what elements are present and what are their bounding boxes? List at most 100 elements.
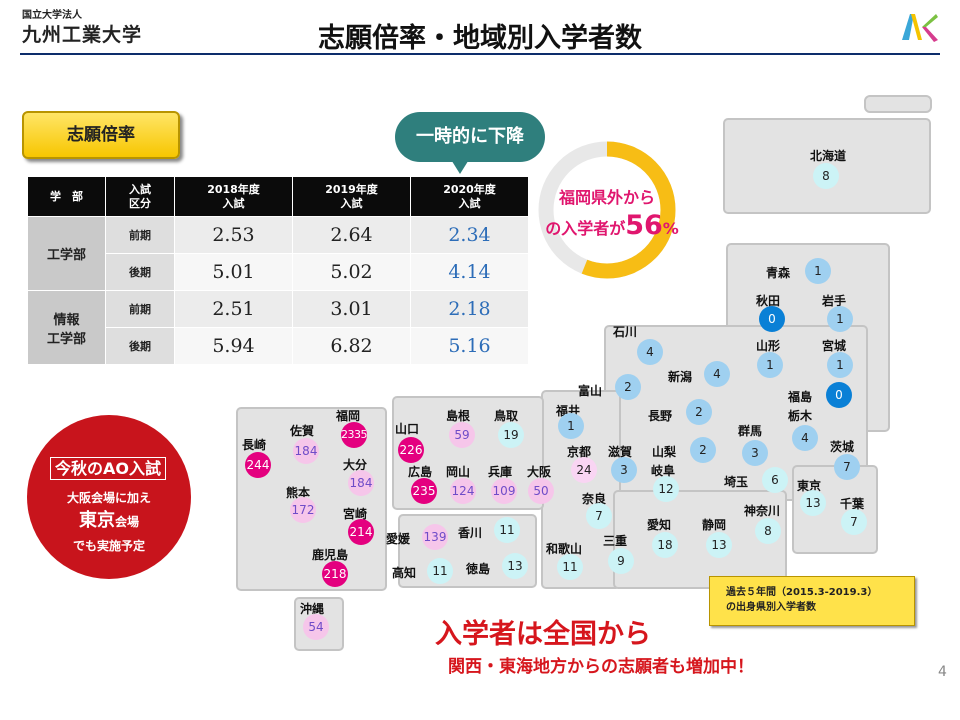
value-cell: 2.53 <box>174 216 293 254</box>
term-cell: 後期 <box>105 327 175 365</box>
prefecture-label: 岐阜 <box>651 464 676 478</box>
prefecture-count-badge: 6 <box>762 467 788 493</box>
value-cell: 2.34 <box>410 216 529 254</box>
prefecture-label: 高知 <box>392 566 417 580</box>
ao-title: 今秋のAO入試 <box>34 455 182 480</box>
value-cell: 5.16 <box>410 327 529 365</box>
prefecture-count-badge: 11 <box>494 517 520 543</box>
prefecture-label: 北海道 <box>810 149 847 163</box>
prefecture-count-badge: 7 <box>841 509 867 535</box>
ao-title-text: 今秋のAO入試 <box>50 457 166 480</box>
table-row: 情報 工学部 前期 2.51 3.01 2.18 <box>27 290 529 365</box>
prefecture-label: 鳥取 <box>494 409 519 423</box>
prefecture-label: 京都 <box>567 445 592 459</box>
prefecture-label: 和歌山 <box>546 542 583 556</box>
ratio-table: 学 部 入試 区分 2018年度 入試 2019年度 入試 2020年度 入試 … <box>27 176 529 365</box>
value-cell: 5.94 <box>174 327 293 365</box>
period-note: 過去５年間（2015.3-2019.3） の出身県別入学者数 <box>709 576 915 626</box>
table-header-row: 学 部 入試 区分 2018年度 入試 2019年度 入試 2020年度 入試 <box>27 176 529 217</box>
prefecture-label: 神奈川 <box>744 504 781 518</box>
prefecture-count-badge: 18 <box>652 532 678 558</box>
prefecture-count-badge: 0 <box>826 382 852 408</box>
prefecture-label: 静岡 <box>702 518 727 532</box>
header-dept: 学 部 <box>27 176 106 217</box>
note-line2: の出身県別入学者数 <box>726 602 816 613</box>
prefecture-label: 群馬 <box>738 424 763 438</box>
region-okinawa <box>294 597 344 651</box>
prefecture-count-badge: 4 <box>637 339 663 365</box>
out-of-prefecture-ring <box>538 141 676 279</box>
prefecture-count-badge: 184 <box>293 438 319 464</box>
prefecture-count-badge: 8 <box>755 518 781 544</box>
table-row: 工学部 前期 2.53 2.64 2.34 <box>27 216 529 291</box>
prefecture-label: 福岡 <box>336 409 361 423</box>
prefecture-label: 熊本 <box>286 486 311 500</box>
prefecture-count-badge: 13 <box>502 553 528 579</box>
prefecture-label: 徳島 <box>466 562 491 576</box>
value-cell: 6.82 <box>292 327 411 365</box>
corporation-label: 国立大学法人 <box>22 10 82 21</box>
prefecture-count-badge: 2 <box>690 437 716 463</box>
prefecture-label: 岩手 <box>822 294 847 308</box>
prefecture-count-badge: 12 <box>653 476 679 502</box>
prefecture-label: 宮城 <box>822 339 847 353</box>
callout-tail <box>450 158 470 174</box>
prefecture-count-badge: 139 <box>422 524 448 550</box>
page-number: 4 <box>938 664 947 680</box>
header-2020: 2020年度 入試 <box>410 176 529 217</box>
prefecture-label: 岡山 <box>446 465 471 479</box>
prefecture-count-badge: 235 <box>411 478 437 504</box>
ring-percent: 56 <box>625 210 663 241</box>
prefecture-label: 茨城 <box>830 440 855 454</box>
ao-line3: でも実施予定 <box>72 539 145 553</box>
prefecture-count-badge: 0 <box>759 306 785 332</box>
note-line1: 過去５年間（2015.3-2019.3） <box>726 587 878 598</box>
value-cell: 5.02 <box>292 253 411 291</box>
prefecture-count-badge: 19 <box>498 422 524 448</box>
prefecture-count-badge: 13 <box>800 490 826 516</box>
sub-message: 関西・東海地方からの志願者も増加中！ <box>448 657 754 677</box>
prefecture-count-badge: 59 <box>449 422 475 448</box>
prefecture-count-badge: 124 <box>450 478 476 504</box>
prefecture-label: 山梨 <box>652 445 677 459</box>
table-row: 後期 5.94 6.82 5.16 <box>28 327 529 365</box>
ring-text-line2: の入学者が56% <box>537 210 687 241</box>
prefecture-count-badge: 172 <box>290 497 316 523</box>
prefecture-count-badge: 54 <box>303 614 329 640</box>
prefecture-count-badge: 1 <box>757 352 783 378</box>
prefecture-count-badge: 3 <box>611 457 637 483</box>
prefecture-count-badge: 7 <box>834 454 860 480</box>
prefecture-label: 愛知 <box>647 518 672 532</box>
prefecture-label: 東京 <box>797 479 822 493</box>
prefecture-count-badge: 184 <box>348 470 374 496</box>
prefecture-count-badge: 214 <box>348 519 374 545</box>
prefecture-label: 埼玉 <box>724 475 749 489</box>
prefecture-count-badge: 1 <box>805 258 831 284</box>
prefecture-count-badge: 2 <box>615 374 641 400</box>
prefecture-count-badge: 11 <box>557 554 583 580</box>
ring-fill <box>538 141 676 279</box>
ao-line1: 大阪会場に加え <box>66 491 151 505</box>
university-name: 九州工業大学 <box>22 24 143 46</box>
term-cell: 前期 <box>105 290 175 328</box>
prefecture-count-badge: 9 <box>608 548 634 574</box>
ao-venue: 会場 <box>114 515 139 529</box>
prefecture-label: 秋田 <box>756 294 781 308</box>
prefecture-label: 滋賀 <box>608 445 633 459</box>
prefecture-label: 福島 <box>788 390 813 404</box>
prefecture-count-badge: 244 <box>245 452 271 478</box>
prefecture-label: 奈良 <box>582 492 607 506</box>
prefecture-count-badge: 24 <box>571 457 597 483</box>
header-exam-type: 入試 区分 <box>105 176 175 217</box>
prefecture-count-badge: 1 <box>827 306 853 332</box>
prefecture-count-badge: 4 <box>792 425 818 451</box>
ring-text-line1: 福岡県外から <box>558 188 655 207</box>
prefecture-label: 新潟 <box>668 370 693 384</box>
ring-percent-sign: % <box>662 219 679 238</box>
header-divider <box>20 53 940 55</box>
prefecture-label: 愛媛 <box>386 532 411 546</box>
region-hokkaido-tip <box>864 95 932 113</box>
prefecture-count-badge: 1 <box>558 413 584 439</box>
ao-tokyo: 東京 <box>78 510 115 531</box>
brand-logo-icon <box>902 14 938 42</box>
